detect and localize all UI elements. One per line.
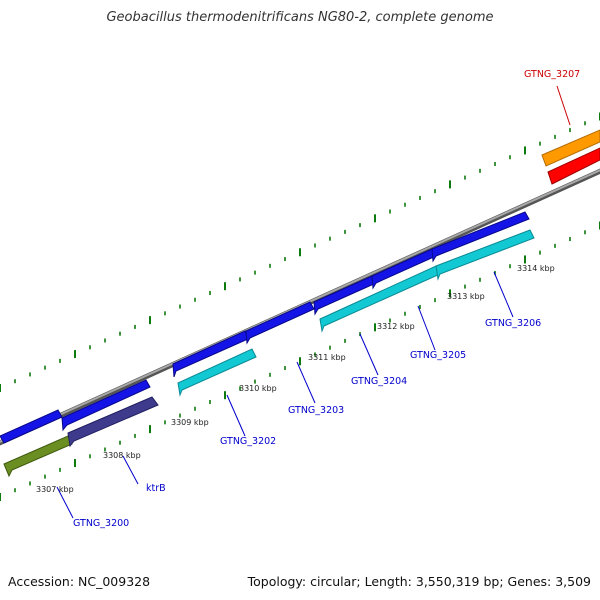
- gene-feature-forward[interactable]: [431, 211, 530, 263]
- cds-feature-olive[interactable]: [3, 435, 73, 478]
- gene-label-gtng-3202[interactable]: GTNG_3202: [220, 436, 276, 447]
- gene-label-gtng-3200[interactable]: GTNG_3200: [73, 518, 129, 529]
- cds-feature-cyan[interactable]: [177, 348, 257, 397]
- genome-summary-text: Topology: circular; Length: 3,550,319 bp…: [247, 574, 591, 589]
- kbp-label: 3314 kbp: [517, 264, 555, 273]
- tick-marks: [0, 112, 600, 501]
- cds-feature-navy[interactable]: [67, 396, 159, 448]
- kbp-label: 3307 kbp: [36, 485, 74, 494]
- kbp-label: 3313 kbp: [447, 292, 485, 301]
- gene-label-gtng-3204[interactable]: GTNG_3204: [351, 376, 407, 387]
- kbp-label: 3310 kbp: [239, 384, 277, 393]
- kbp-label: 3309 kbp: [171, 418, 209, 427]
- accession-text: Accession: NC_009328: [8, 574, 151, 589]
- gene-label-gtng-3205[interactable]: GTNG_3205: [410, 350, 466, 361]
- kbp-label: 3308 kbp: [103, 451, 141, 460]
- cds-feature-red[interactable]: [547, 147, 600, 185]
- gene-label-ktrb[interactable]: ktrB: [146, 483, 166, 494]
- gene-label-gtng-3206[interactable]: GTNG_3206: [485, 318, 541, 329]
- cds-feature-cyan[interactable]: [319, 265, 441, 333]
- gene-feature-forward[interactable]: [313, 275, 377, 316]
- gene-feature-forward[interactable]: [172, 330, 249, 378]
- cds-feature-cyan[interactable]: [435, 229, 535, 281]
- kbp-label: 3311 kbp: [308, 353, 346, 362]
- forward-strand: [0, 211, 530, 444]
- gene-feature-forward[interactable]: [61, 379, 151, 432]
- cds-feature-orange[interactable]: [541, 129, 600, 167]
- reverse-strand: [3, 129, 600, 478]
- map-title: Geobacillus thermodenitrificans NG80-2, …: [106, 10, 494, 25]
- gene-feature-forward[interactable]: [0, 409, 63, 444]
- kbp-label: 3312 kbp: [377, 322, 415, 331]
- label-leaders: [56, 85, 571, 519]
- gene-label-gtng-3203[interactable]: GTNG_3203: [288, 405, 344, 416]
- gene-feature-forward[interactable]: [371, 248, 437, 290]
- gene-feature-forward[interactable]: [245, 301, 315, 345]
- gene-label-gtng-3207[interactable]: GTNG_3207: [524, 69, 580, 80]
